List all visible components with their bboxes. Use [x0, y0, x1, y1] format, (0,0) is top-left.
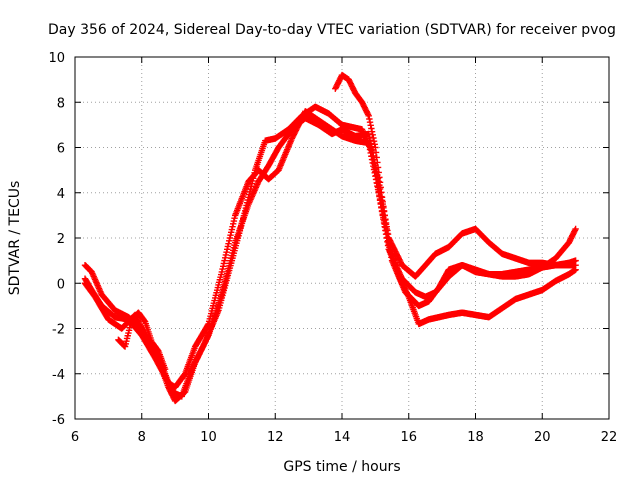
y-tick-label: -4: [52, 368, 65, 383]
x-axis-title: GPS time / hours: [283, 459, 400, 475]
data-point: [572, 225, 579, 233]
x-tick-label: 20: [534, 430, 551, 445]
x-tick-label: 16: [400, 430, 417, 445]
x-tick-label: 22: [601, 430, 618, 445]
chart-title: Day 356 of 2024, Sidereal Day-to-day VTE…: [48, 22, 616, 38]
data-series: [81, 71, 579, 405]
y-tick-label: 0: [57, 277, 65, 292]
y-tick-labels: -6 -4 -2 0 2 4 6 8 10: [48, 51, 65, 428]
y-tick-label: 6: [57, 142, 65, 157]
y-axis-title: SDTVAR / TECUs: [7, 181, 23, 296]
x-tick-label: 12: [267, 430, 284, 445]
y-tick-label: 4: [57, 187, 65, 202]
plot-frame: [74, 56, 610, 420]
series-track-e: [115, 309, 169, 373]
y-tick-label: 2: [57, 232, 65, 247]
x-tick-labels: 6 8 10 12 14 16 18 20 22: [71, 430, 617, 445]
series-track-d: [332, 71, 579, 328]
x-tick-label: 8: [138, 430, 146, 445]
data-point: [572, 266, 579, 273]
grid: [75, 57, 609, 419]
series-track-c: [81, 103, 579, 400]
x-tick-label: 6: [71, 430, 79, 445]
y-tick-label: 10: [48, 51, 65, 66]
data-point: [161, 366, 169, 373]
x-tick-label: 14: [334, 430, 351, 445]
y-tick-label: 8: [57, 96, 65, 111]
y-tick-label: -6: [52, 413, 65, 428]
x-tick-label: 18: [467, 430, 484, 445]
y-tick-label: -2: [52, 323, 65, 338]
x-tick-label: 10: [200, 430, 217, 445]
